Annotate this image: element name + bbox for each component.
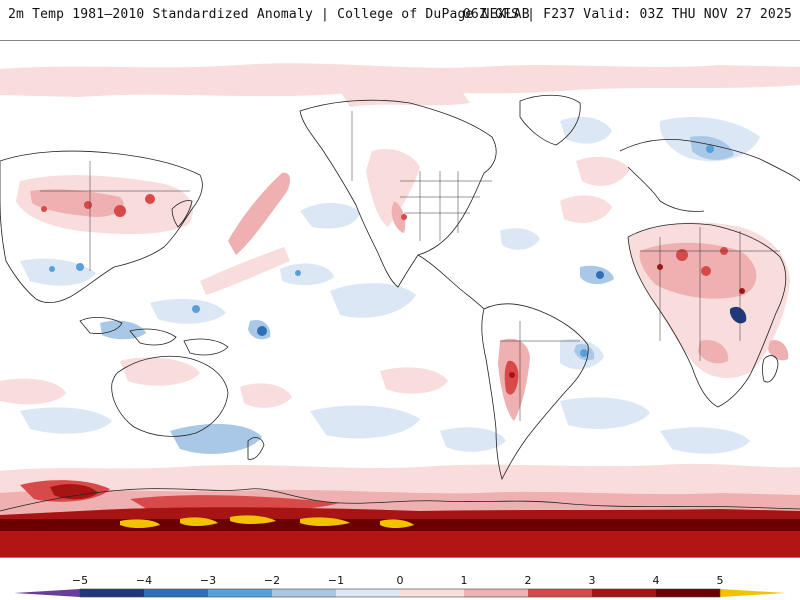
colorbar-bin: [80, 589, 144, 597]
colorbar-bin: [400, 589, 464, 597]
colorbar-bin: [656, 589, 720, 597]
colorbar-high-arrow: [720, 589, 786, 597]
colorbar-bin: [144, 589, 208, 597]
tick-label: 0: [396, 574, 404, 587]
tick-label: 1: [460, 574, 468, 587]
colorbar-low-arrow: [14, 589, 80, 597]
colorbar-legend: −5 −4 −3 −2 −1 0 1 2 3 4 5: [0, 558, 800, 600]
tick-label: 2: [524, 574, 532, 587]
header: 2m Temp 1981–2010 Standardized Anomaly |…: [0, 0, 800, 40]
tick-label: −4: [135, 574, 153, 587]
colorbar-bin: [272, 589, 336, 597]
colorbar-bin: [336, 589, 400, 597]
colorbar-bin: [208, 589, 272, 597]
tick-label: −2: [263, 574, 281, 587]
map-svg: [0, 41, 800, 557]
run-info: 06Z GFS | F237 Valid: 03Z THU NOV 27 202…: [462, 7, 792, 22]
anomaly-map: [0, 40, 800, 558]
tick-label: −1: [327, 574, 345, 587]
map-title: 2m Temp 1981–2010 Standardized Anomaly |…: [8, 7, 530, 22]
tick-label: 4: [652, 574, 660, 587]
colorbar-bin: [464, 589, 528, 597]
colorbar-bin: [528, 589, 592, 597]
tick-label: −5: [71, 574, 89, 587]
tick-label: 5: [716, 574, 724, 587]
tick-label: 3: [588, 574, 596, 587]
colorbar: [14, 588, 786, 598]
colorbar-bin: [592, 589, 656, 597]
tick-label: −3: [199, 574, 217, 587]
colorbar-outline: [79, 588, 721, 598]
